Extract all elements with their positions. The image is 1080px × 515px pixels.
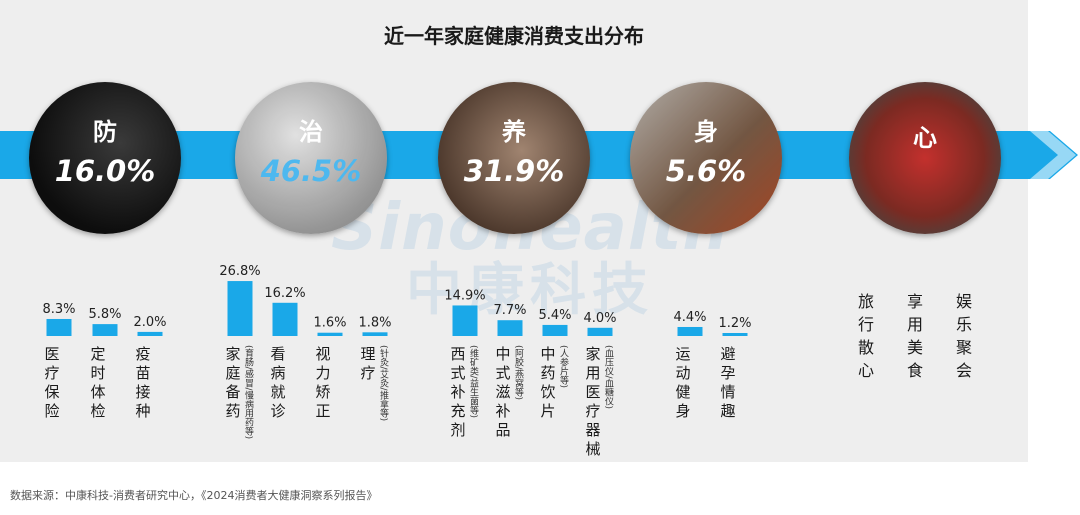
leisure-label: 旅行散心 (857, 292, 874, 380)
bar (227, 281, 253, 336)
bar (317, 332, 343, 336)
bar (452, 305, 478, 336)
bar-value-label: 4.4% (673, 310, 706, 325)
photo-hands-sanitizer (29, 82, 181, 234)
category-circle-zhi: 治 46.5% (235, 82, 387, 234)
bar-value-label: 1.8% (358, 315, 391, 330)
bar-value-label: 8.3% (42, 302, 75, 317)
bar (92, 324, 118, 336)
category-share: 31.9% (463, 154, 565, 188)
data-source-note: 数据来源：中康科技-消费者研究中心，《2024消费者大健康洞察系列报告》 (10, 489, 378, 502)
bar-category-label: 疫苗接种 (135, 345, 151, 420)
bar (677, 326, 703, 336)
bar-category-note: (人参片等) (558, 345, 568, 389)
bar-category-label: 定时体检 (90, 345, 106, 420)
bar-value-label: 7.7% (493, 303, 526, 318)
bar (362, 332, 388, 336)
category-name: 身 (694, 118, 718, 146)
bar (497, 320, 523, 336)
bar (587, 327, 613, 336)
category-circle-shen: 身 5.6% (630, 82, 782, 234)
category-share: 16.0% (54, 154, 156, 188)
bar-category-label: 医疗保险 (44, 345, 60, 420)
leisure-label: 享用美食 (906, 292, 923, 380)
photo-hands-heart (849, 82, 1001, 234)
bar-category-note: (血压仪/血糖仪) (603, 345, 613, 410)
category-circle-fang: 防 16.0% (29, 82, 181, 234)
bar-value-label: 1.6% (313, 316, 346, 331)
bar-value-label: 5.4% (538, 308, 571, 323)
bar (137, 331, 163, 336)
category-name: 治 (299, 118, 323, 146)
bar-value-label: 2.0% (133, 315, 166, 330)
bar-value-label: 1.2% (718, 316, 751, 331)
bar-category-note: (针灸/艾灸/推拿等) (378, 345, 388, 422)
bar-category-label: 西式补充剂 (450, 345, 466, 439)
chart-title: 近一年家庭健康消费支出分布 (384, 24, 644, 48)
bar-category-label: 运动健身 (675, 345, 691, 420)
bar-category-label: 看病就诊 (270, 345, 286, 420)
leisure-label: 娱乐聚会 (955, 292, 972, 380)
category-share: 5.6% (665, 154, 747, 188)
bar (542, 324, 568, 336)
bar-category-label: 中药饮片 (540, 345, 556, 420)
bar-category-note: (育肠/感冒/慢病用药等) (243, 345, 253, 440)
bar-value-label: 5.8% (88, 307, 121, 322)
photo-fitness (630, 82, 782, 234)
category-name: 心 (913, 124, 937, 152)
category-share: 46.5% (260, 154, 362, 188)
bar-category-label: 家用医疗器械 (585, 345, 601, 458)
bar-category-label: 视力矫正 (315, 345, 331, 420)
photo-acupuncture (438, 82, 590, 234)
bar-value-label: 26.8% (219, 264, 260, 279)
bar-value-label: 4.0% (583, 311, 616, 326)
bar-category-label: 避孕情趣 (720, 345, 736, 420)
category-name: 养 (502, 118, 526, 146)
category-circle-xin: 心 (849, 82, 1001, 234)
bar-category-label: 中式滋补品 (495, 345, 511, 439)
bar (46, 318, 72, 336)
bar (722, 333, 748, 336)
bar-category-note: (维矿类/益生菌等) (468, 345, 478, 419)
bar-chart: 8.3% 5.8% 2.0% 26.8% 16.2% 1.6% 1.8% 14.9% 7.7% 5… (42, 264, 752, 336)
bar-value-label: 16.2% (264, 286, 305, 301)
category-name: 防 (93, 118, 117, 146)
bar-category-label: 理疗 (360, 345, 376, 382)
bar (272, 302, 298, 336)
bar-category-label: 家庭备药 (225, 345, 241, 420)
bar-value-label: 14.9% (444, 288, 485, 303)
photo-medical-staff (235, 82, 387, 234)
bar-category-note: (阿胶/燕窝等) (513, 345, 523, 401)
category-circle-yang: 养 31.9% (438, 82, 590, 234)
